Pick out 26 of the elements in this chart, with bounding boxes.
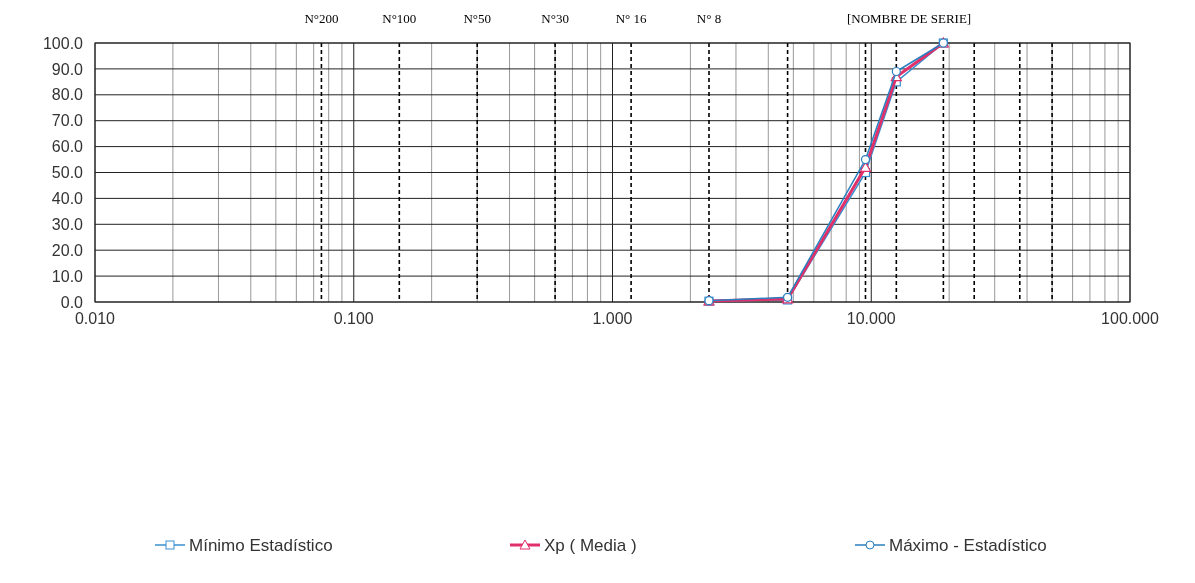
y-tick-label: 100.0 bbox=[42, 34, 84, 52]
ref-line-label: N°50 bbox=[463, 11, 491, 26]
legend-label: Mínimo Estadístico bbox=[189, 535, 333, 555]
ref-line-label: N° 16 bbox=[615, 11, 648, 26]
y-tick-label: 20.0 bbox=[51, 241, 84, 259]
y-tick-label: 10.0 bbox=[51, 267, 84, 285]
text: [NOMBRE DE SERIE] bbox=[846, 11, 972, 26]
y-tick-label: 60.0 bbox=[51, 138, 84, 156]
y-tick-label: 80.0 bbox=[51, 86, 84, 104]
x-tick-label: 1.000 bbox=[592, 310, 633, 327]
x-tick-label: 10.000 bbox=[846, 310, 896, 327]
ref-line-label: N°200 bbox=[304, 11, 339, 26]
y-tick-label: 50.0 bbox=[51, 164, 84, 182]
y-tick-label: 90.0 bbox=[51, 60, 84, 78]
y-tick-label: 30.0 bbox=[51, 215, 84, 233]
y-tick-label: 40.0 bbox=[51, 190, 84, 207]
ref-line-label: N° 8 bbox=[696, 11, 722, 26]
legend-label: Xp ( Media ) bbox=[544, 535, 637, 555]
x-tick-label: 0.100 bbox=[333, 310, 374, 327]
ref-line-label: N°30 bbox=[541, 11, 569, 26]
y-tick-label: 70.0 bbox=[51, 112, 84, 130]
ref-line-label: N°100 bbox=[382, 11, 417, 26]
x-tick-label: 100.000 bbox=[1101, 310, 1160, 327]
x-tick-label: 0.010 bbox=[74, 310, 116, 327]
legend-label: Máximo - Estadístico bbox=[889, 535, 1047, 555]
y-tick-label: 0.0 bbox=[60, 293, 84, 311]
